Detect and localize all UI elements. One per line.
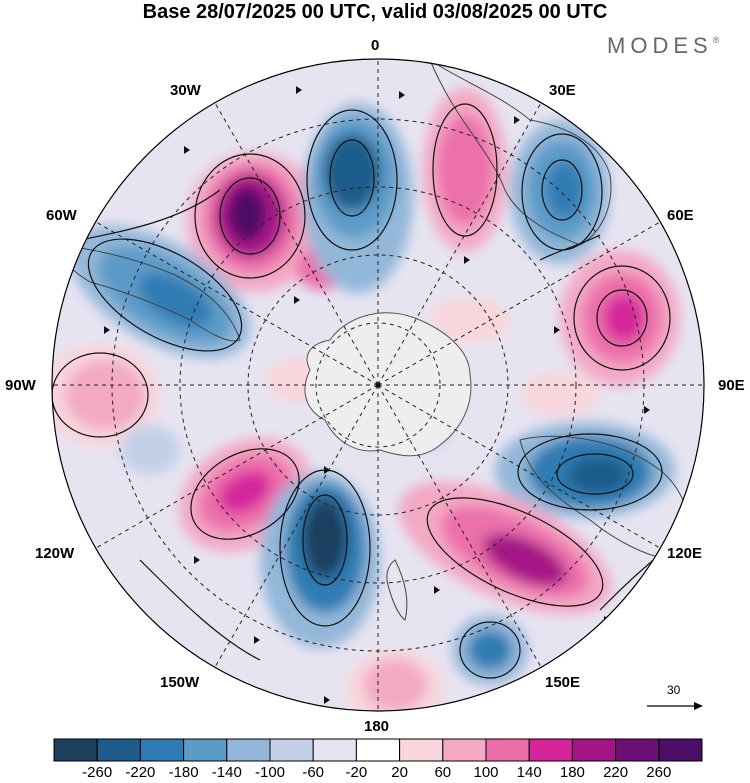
colorbar-tick-label: 220: [603, 764, 629, 781]
colorbar-tick-label: 100: [473, 764, 499, 781]
map-border: [51, 58, 705, 712]
colorbar-tick-label: 180: [559, 764, 585, 781]
modes-logo: MODES®: [607, 33, 720, 58]
colorbar-tick-label: -20: [345, 764, 368, 781]
new-zealand-outline: [386, 559, 408, 621]
colorbar-tick-label: 60: [434, 764, 452, 781]
colorbar-swatch: [183, 738, 228, 762]
lon-label-90w: 90W: [5, 377, 36, 394]
colorbar-tick-label: -260: [82, 764, 113, 781]
latitude-circles: [111, 118, 645, 652]
colorbar-swatch: [355, 738, 401, 762]
south-pole-marker: [375, 382, 381, 388]
colorbar-swatch: [96, 738, 141, 762]
colorbar-swatch: [571, 738, 617, 762]
map-disk: [52, 59, 704, 711]
colorbar-swatch: [658, 738, 703, 762]
colorbar-swatch: [528, 738, 573, 762]
colorbar-tick-label: -220: [125, 764, 156, 781]
lon-label-150w: 150W: [160, 674, 200, 691]
lon-label-150e: 150E: [545, 674, 581, 691]
colorbar-tick-label: -100: [254, 764, 286, 781]
colorbar-tick-label: -140: [211, 764, 242, 781]
south-america-outline: [59, 244, 241, 342]
lon-label-120w: 120W: [35, 545, 75, 562]
colorbar-swatch: [399, 738, 444, 762]
lon-label-30w: 30W: [170, 82, 201, 99]
lon-label-120e: 120E: [667, 545, 703, 562]
colorbar-swatch: [442, 738, 487, 762]
colorbar: [53, 738, 703, 762]
colorbar-swatch: [53, 738, 98, 762]
lon-label-30e: 30E: [549, 82, 576, 99]
colorbar-swatch: [139, 738, 185, 762]
reference-vector-label: 30: [667, 683, 681, 697]
colorbar-tick-label: 20: [391, 764, 408, 781]
colorbar-swatch: [312, 738, 357, 762]
lon-label-180: 180: [364, 718, 390, 735]
lon-label-90e: 90E: [718, 377, 745, 394]
africa-outline: [428, 59, 612, 246]
colorbar-tick-label: -180: [168, 764, 199, 781]
reference-vector: [647, 702, 703, 710]
lon-label-0: 0: [371, 37, 380, 54]
colorbar-tick-label: 140: [516, 764, 542, 781]
colorbar-swatch: [226, 738, 271, 762]
colorbar-swatch: [269, 738, 314, 762]
wind-streamlines: [52, 103, 681, 679]
colorbar-tick-label: 260: [646, 764, 672, 781]
lon-label-60e: 60E: [667, 207, 694, 224]
colorbar-swatch: [615, 738, 660, 762]
colorbar-swatch: [485, 738, 530, 762]
colorbar-tick-label: -60: [302, 764, 325, 781]
lon-label-60w: 60W: [46, 207, 77, 224]
map-title: Base 28/07/2025 00 UTC, valid 03/08/2025…: [142, 1, 608, 23]
